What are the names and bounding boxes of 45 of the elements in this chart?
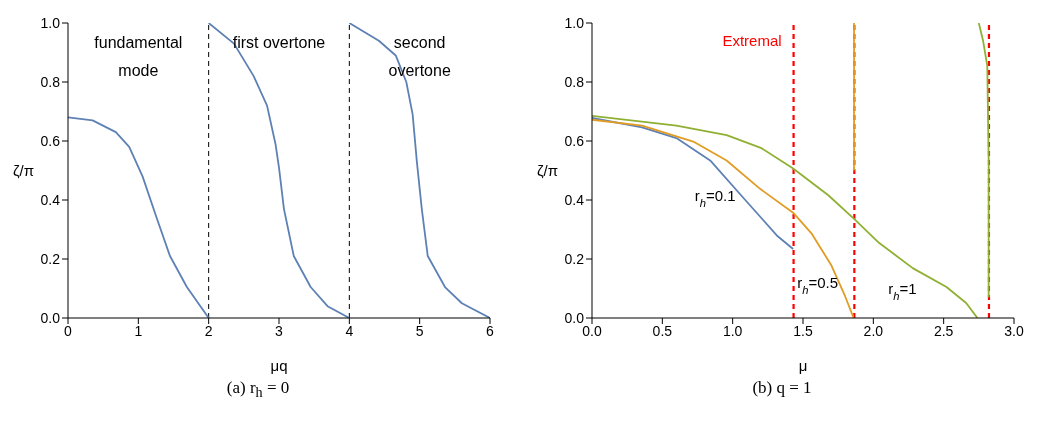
text: (a) r$_{h}$ = 0 xyxy=(225,378,291,402)
y-tick-label: 0.2 xyxy=(40,250,61,267)
y-tick-label: 0.2 xyxy=(564,250,585,267)
y-tick-label: 0.8 xyxy=(564,73,585,90)
x-axis-title: μ xyxy=(798,357,808,374)
y-tick-label: 0.8 xyxy=(40,73,61,90)
line-series xyxy=(68,116,210,318)
x-tick-label: 1.5 xyxy=(793,322,813,339)
x-tick-label: 0 xyxy=(64,322,73,339)
series-label: r$_{h}$=0.1 xyxy=(694,186,736,209)
x-tick-label: 6 xyxy=(486,322,495,339)
x-tick-label: 1.0 xyxy=(722,322,743,339)
line-series xyxy=(207,23,351,318)
x-tick-label: 2.5 xyxy=(933,322,954,339)
x-tick-label: 2 xyxy=(204,322,213,339)
series-label: r$_{h}$=0.5 xyxy=(797,274,839,296)
line-series xyxy=(977,23,990,299)
x-tick-label: 3.0 xyxy=(1004,322,1024,339)
y-tick-label: 0.4 xyxy=(564,191,585,208)
x-tick-label: 5 xyxy=(415,322,424,339)
line-series xyxy=(592,115,979,318)
x-tick-label: 3 xyxy=(275,322,284,339)
y-tick-label: 0.6 xyxy=(564,132,585,149)
y-tick-label: 0.0 xyxy=(564,309,585,326)
annotation: fundamental mode xyxy=(93,33,184,81)
y-tick-label: 0.0 xyxy=(40,309,61,326)
y-tick-label: 0.6 xyxy=(40,132,61,149)
x-axis-title: μq xyxy=(270,357,288,374)
text: (b) q = 1 xyxy=(751,378,813,398)
y-tick-label: 0.4 xyxy=(40,191,61,208)
x-tick-label: 0.0 xyxy=(582,322,602,339)
line-series xyxy=(348,23,490,318)
x-tick-label: 4 xyxy=(345,322,354,339)
x-tick-label: 0.5 xyxy=(652,322,673,339)
x-tick-label: 2.0 xyxy=(863,322,884,339)
line-series xyxy=(592,118,855,318)
y-axis-title: ζ/π xyxy=(13,161,35,179)
x-tick-label: 1 xyxy=(134,322,143,339)
series-label: r$_{h}$=1 xyxy=(888,280,917,302)
y-axis-title: ζ/π xyxy=(537,161,559,179)
y-tick-label: 1.0 xyxy=(40,14,61,31)
y-tick-label: 1.0 xyxy=(564,14,585,31)
ref-line-label: Extremal xyxy=(722,31,782,49)
annotation: first overtone xyxy=(231,33,327,53)
line-series xyxy=(592,117,795,250)
